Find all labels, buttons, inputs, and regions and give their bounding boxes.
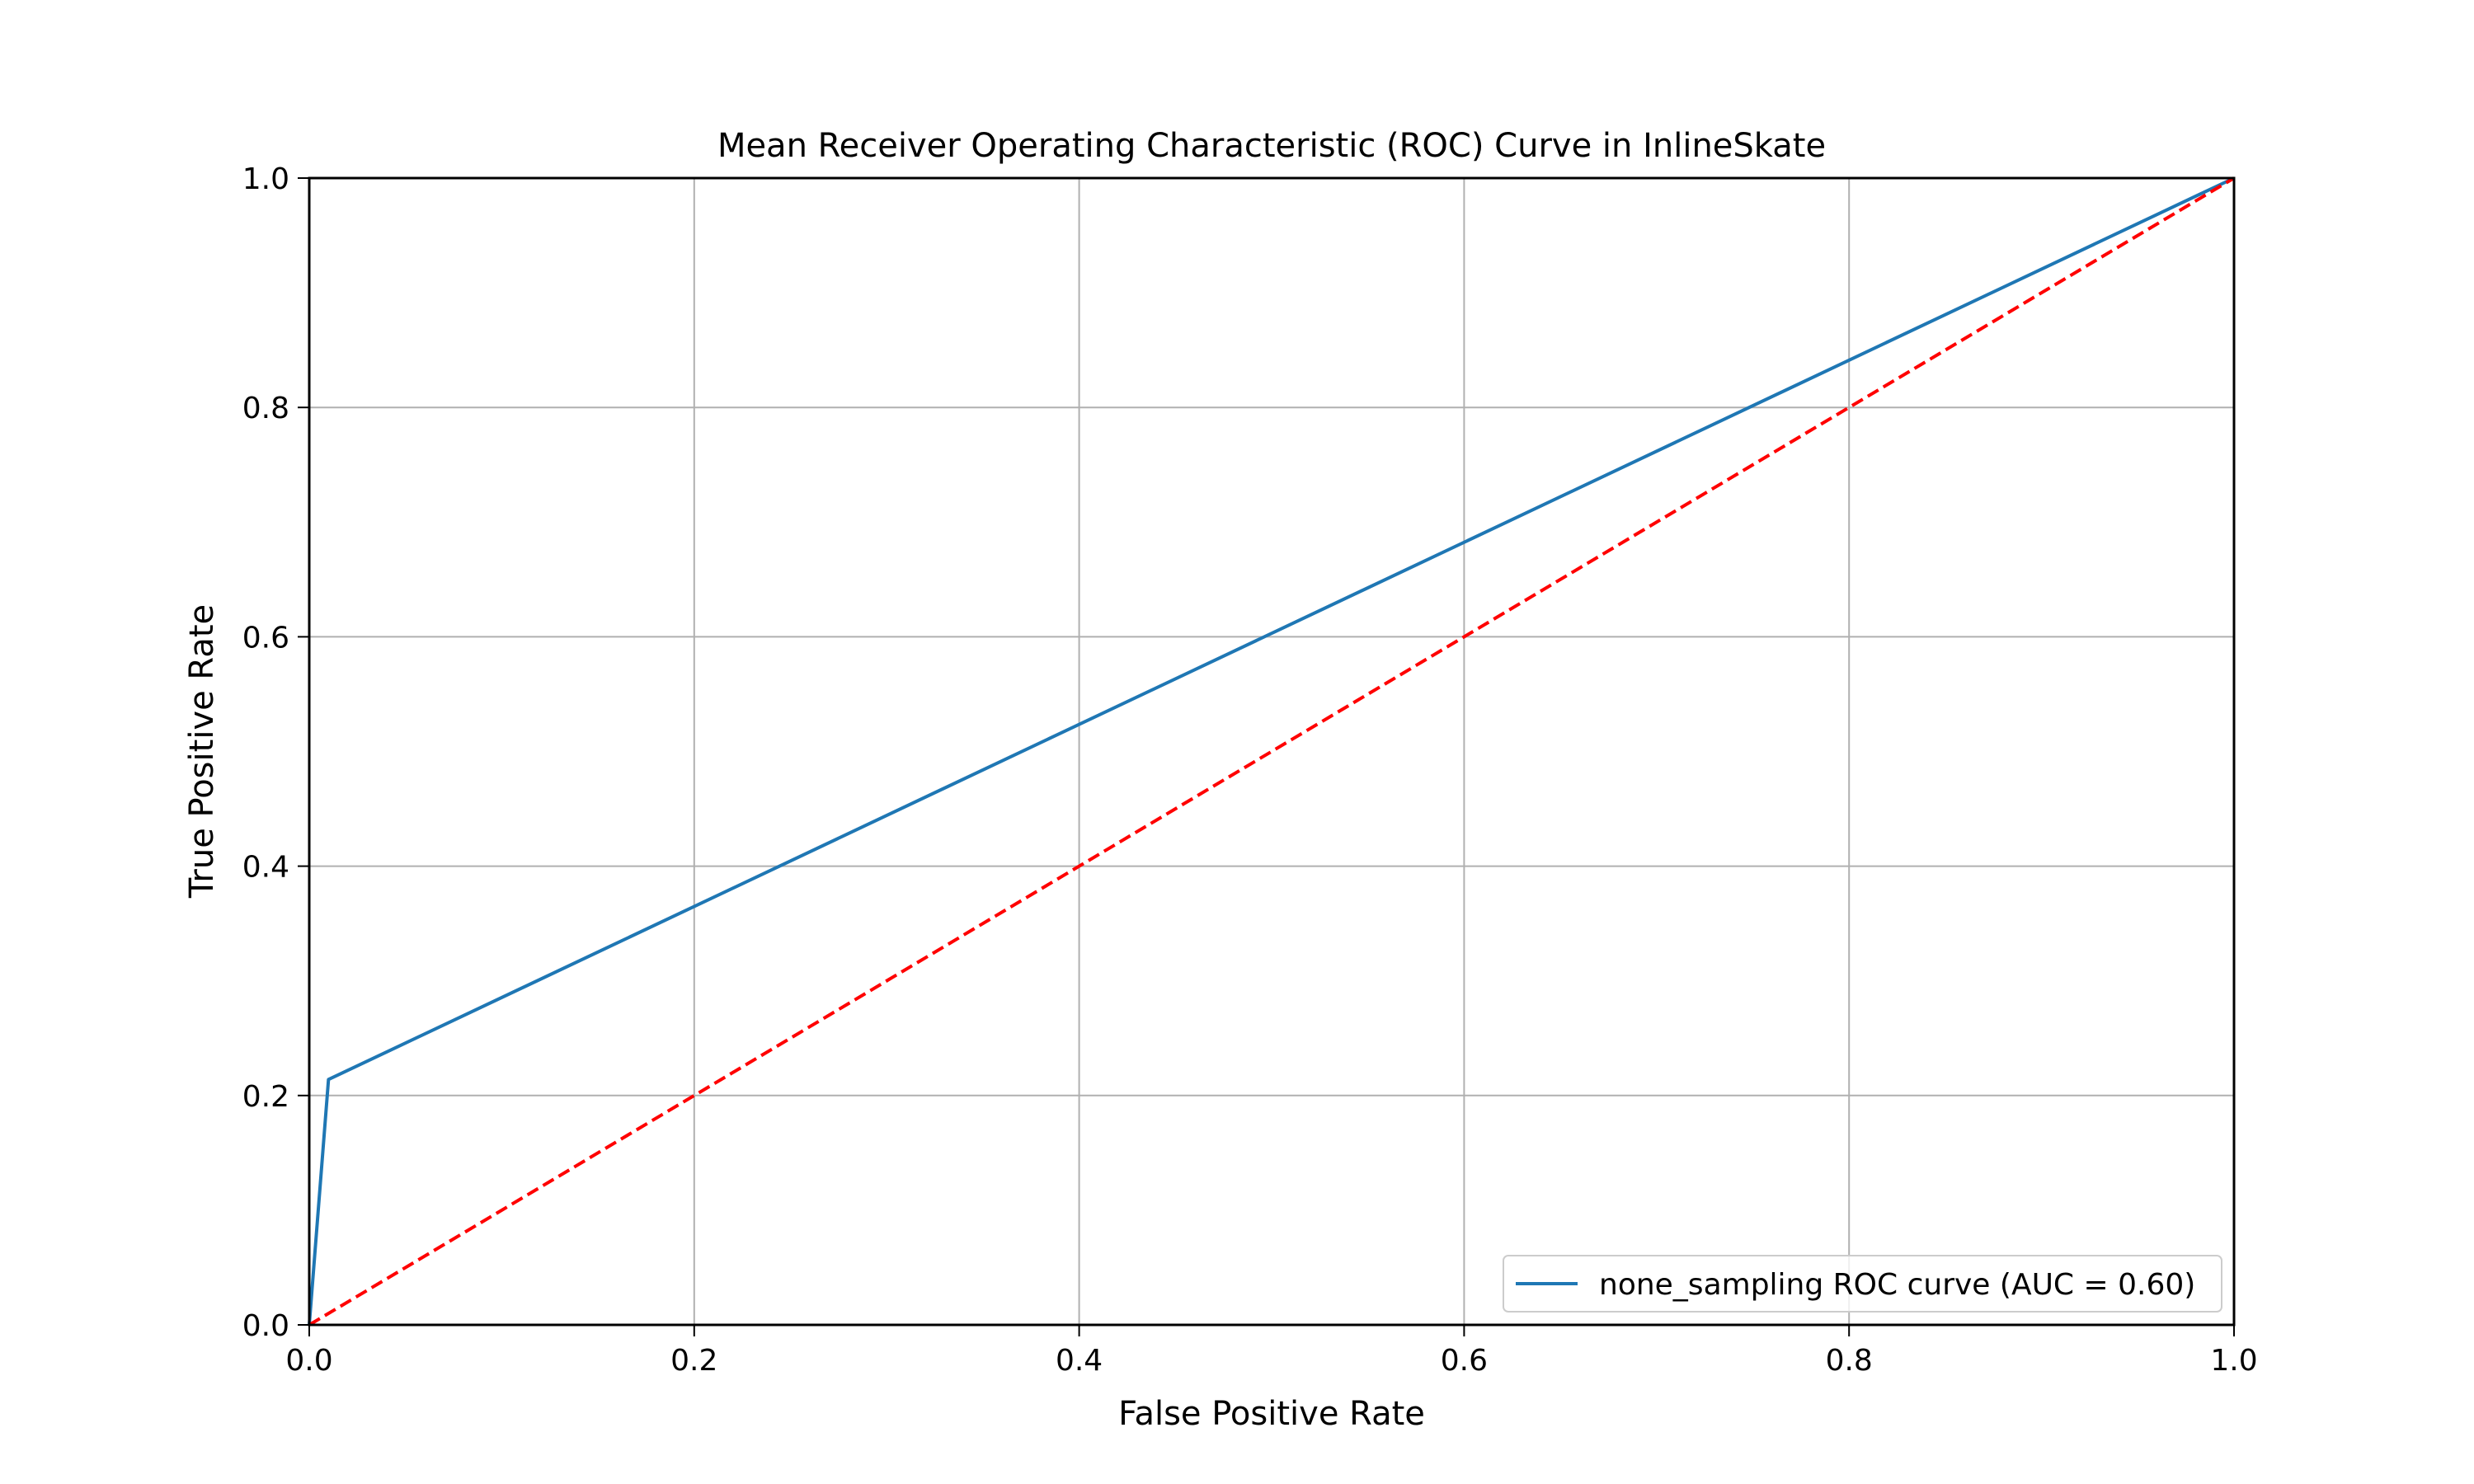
chance-diagonal-line xyxy=(308,176,2236,1327)
y-tick-label: 0.4 xyxy=(242,851,289,885)
legend: none_sampling ROC curve (AUC = 0.60) xyxy=(1503,1255,2222,1313)
axes-frame xyxy=(308,176,2236,1327)
x-axis-label: False Positive Rate xyxy=(1118,1395,1425,1433)
x-tick-label: 0.8 xyxy=(1826,1344,1873,1378)
x-tick-label: 0.4 xyxy=(1056,1344,1103,1378)
chart-title: Mean Receiver Operating Characteristic (… xyxy=(717,127,1826,165)
x-tick-label: 0.2 xyxy=(670,1344,717,1378)
x-tick-label: 1.0 xyxy=(2210,1344,2257,1378)
y-tick-label: 0.8 xyxy=(242,392,289,425)
y-axis-label: True Positive Rate xyxy=(183,604,221,899)
ticks: 0.0 0.2 0.4 0.6 0.8 1.0 0.0 0.2 0.4 0.6 0.8 1.0 xyxy=(242,162,2258,1378)
y-tick-label: 0.6 xyxy=(242,621,289,655)
x-tick-label: 0.0 xyxy=(285,1344,332,1378)
legend-box xyxy=(1503,1255,2222,1313)
y-tick-label: 0.2 xyxy=(242,1080,289,1114)
series-lines xyxy=(308,176,2236,1327)
y-tick-label: 1.0 xyxy=(242,162,289,196)
x-tick-label: 0.6 xyxy=(1441,1344,1488,1378)
roc-curve-line xyxy=(308,176,2235,1326)
legend-entry-label: none_sampling ROC curve (AUC = 0.60) xyxy=(1599,1268,2195,1302)
y-tick-label: 0.0 xyxy=(242,1309,289,1343)
